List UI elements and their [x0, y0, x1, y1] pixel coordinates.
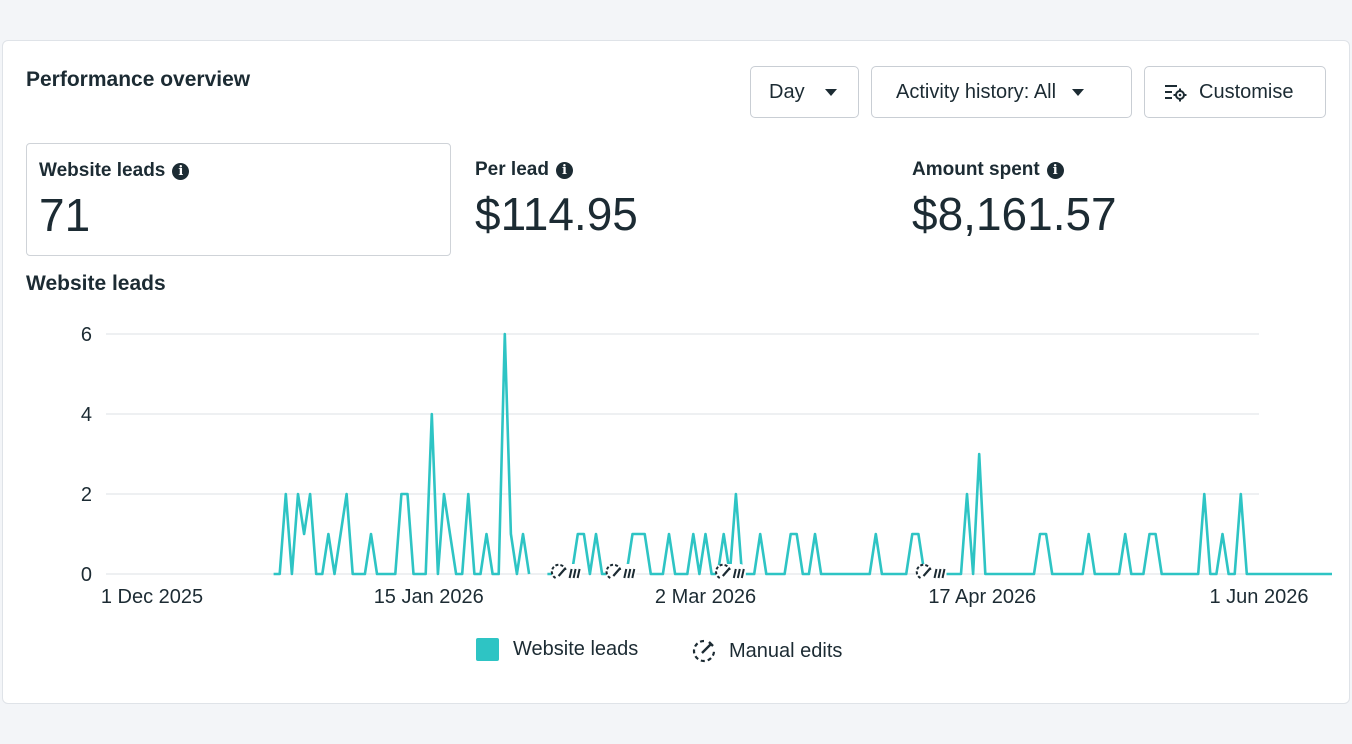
y-tick-label: 6: [81, 324, 92, 346]
y-tick-label: 2: [81, 484, 92, 506]
metric-value: 71: [39, 189, 91, 241]
manual-edit-marker-icon[interactable]: [715, 563, 746, 582]
metric-amount-spent-header: Amount spent i: [912, 159, 1064, 181]
caret-down-icon: [824, 88, 837, 96]
metric-website-leads-header: Website leads i: [39, 160, 190, 182]
info-icon[interactable]: i: [172, 162, 190, 180]
metric-website-leads[interactable]: Website leads i 71: [26, 143, 451, 256]
y-tick-label: 0: [81, 564, 92, 586]
x-tick-label: 15 Jan 2026: [374, 586, 484, 608]
metric-value: $114.95: [475, 188, 638, 240]
x-tick-label: 17 Apr 2026: [928, 586, 1036, 608]
day-dropdown-label: Day: [769, 80, 805, 103]
x-tick-label: 1 Jun 2026: [1210, 586, 1309, 608]
manual-edit-marker-icon[interactable]: [605, 563, 637, 582]
series-line-website-leads: [273, 332, 531, 576]
metric-amount-spent[interactable]: Amount spent i $8,161.57: [912, 143, 1332, 256]
metric-label: Per lead: [475, 159, 549, 180]
metric-label: Website leads: [39, 160, 166, 181]
info-icon[interactable]: i: [555, 161, 573, 179]
metric-per-lead-header: Per lead i: [475, 159, 573, 181]
manual-edit-marker-icon[interactable]: [915, 563, 947, 582]
y-tick-label: 4: [81, 404, 92, 426]
website-leads-chart: 0 2 4 6 1 Dec 2025 15 Jan 2026 2 Mar 2026 17 Ap…: [81, 324, 1332, 608]
legend-website-leads[interactable]: Website leads: [476, 638, 638, 661]
manual-edit-icon: [692, 639, 716, 663]
x-tick-label: 2 Mar 2026: [655, 586, 756, 608]
performance-card: [2, 40, 1350, 704]
legend-label: Website leads: [513, 638, 639, 660]
customise-label: Customise: [1199, 80, 1294, 103]
customise-icon: [1165, 85, 1187, 102]
chart-title: Website leads: [26, 272, 166, 295]
info-icon[interactable]: i: [1046, 161, 1064, 179]
caret-down-icon: [1072, 88, 1085, 96]
x-tick-label: 1 Dec 2025: [101, 586, 203, 608]
customise-button[interactable]: Customise: [1144, 66, 1326, 118]
panel-title: Performance overview: [26, 68, 251, 91]
day-dropdown[interactable]: Day: [750, 66, 859, 118]
manual-edit-marker-icon[interactable]: [550, 563, 582, 582]
legend-swatch: [476, 638, 499, 661]
activity-history-label: Activity history: All: [896, 80, 1057, 103]
legend-manual-edits[interactable]: Manual edits: [691, 638, 842, 664]
series-line-website-leads: [547, 452, 1332, 576]
activity-history-dropdown[interactable]: Activity history: All: [871, 66, 1132, 118]
metric-value: $8,161.57: [912, 188, 1117, 240]
metric-label: Amount spent: [912, 159, 1040, 180]
metric-per-lead[interactable]: Per lead i $114.95: [475, 143, 875, 256]
legend-label: Manual edits: [729, 639, 843, 662]
